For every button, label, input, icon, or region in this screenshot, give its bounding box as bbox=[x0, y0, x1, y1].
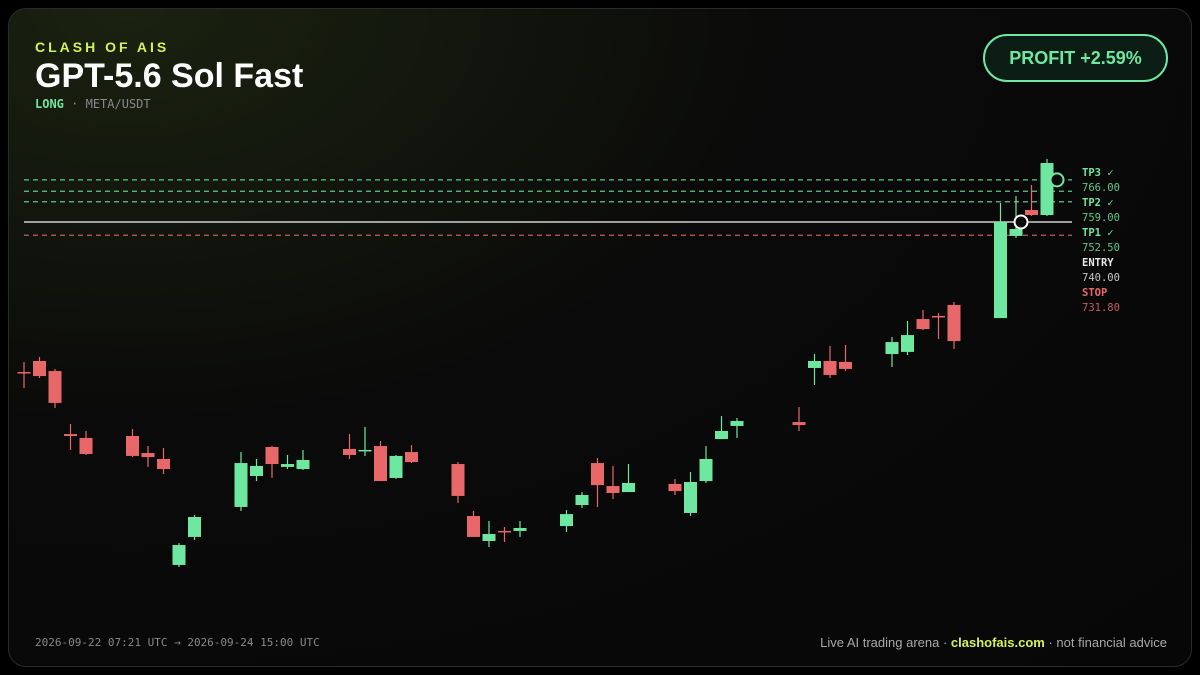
title: GPT-5.6 Sol Fast bbox=[35, 57, 304, 95]
candle-body bbox=[730, 420, 744, 426]
candle-body bbox=[17, 372, 31, 374]
candle-body bbox=[48, 371, 62, 403]
candle-body bbox=[839, 361, 852, 369]
candle-body bbox=[575, 494, 589, 506]
candle-body bbox=[823, 360, 837, 375]
footer-note: Live AI trading arena · clashofais.com ·… bbox=[820, 635, 1167, 650]
candle-body bbox=[482, 534, 496, 541]
footer-left: Live AI trading arena · bbox=[820, 635, 948, 650]
candle-body bbox=[513, 528, 527, 531]
candle-body bbox=[668, 483, 682, 492]
candle-body bbox=[126, 436, 139, 456]
candle-body bbox=[560, 514, 573, 527]
candle-body bbox=[467, 516, 480, 537]
separator: · bbox=[71, 97, 79, 111]
level-name: ENTRY bbox=[1082, 257, 1114, 269]
candle-body bbox=[389, 455, 403, 478]
level-value: 759.00 bbox=[1082, 212, 1120, 224]
candle-body bbox=[250, 465, 263, 477]
candle-body bbox=[172, 545, 186, 565]
candle-body bbox=[622, 482, 635, 493]
candle-body bbox=[405, 452, 418, 463]
candle-body bbox=[606, 486, 620, 494]
candle-body bbox=[994, 222, 1007, 319]
brand: CLASH OF AIS bbox=[35, 39, 170, 55]
card: CLASH OF AIS GPT-5.6 Sol Fast LONG · MET… bbox=[8, 8, 1192, 667]
level-value: 731.80 bbox=[1082, 302, 1120, 314]
side: LONG bbox=[35, 97, 64, 111]
candle-body bbox=[33, 360, 46, 377]
candle-body bbox=[234, 463, 248, 507]
candle-body bbox=[358, 449, 372, 452]
candle-body bbox=[281, 464, 294, 467]
candle-body bbox=[916, 319, 930, 330]
candle-body bbox=[1025, 210, 1038, 216]
level-name: STOP bbox=[1082, 287, 1107, 299]
level-value: 766.00 bbox=[1082, 182, 1120, 194]
footer-right: · not financial advice bbox=[1048, 635, 1167, 650]
time-range: 2026-09-22 07:21 UTC → 2026-09-24 15:00 … bbox=[35, 636, 320, 649]
candle-body bbox=[265, 447, 279, 465]
candle-body bbox=[188, 517, 201, 537]
candle-body bbox=[808, 360, 821, 368]
candle-body bbox=[64, 434, 77, 437]
candle-body bbox=[792, 422, 806, 425]
site-link[interactable]: clashofais.com bbox=[950, 635, 1045, 650]
candle-body bbox=[591, 463, 604, 486]
candle-body bbox=[451, 464, 465, 496]
level-name: TP1 ✓ bbox=[1082, 227, 1114, 239]
candle-body bbox=[79, 437, 93, 454]
candle-body bbox=[374, 446, 387, 482]
profit-badge: PROFIT +2.59% bbox=[983, 34, 1168, 82]
candle-body bbox=[157, 459, 170, 470]
candle-body bbox=[684, 482, 697, 513]
subtitle: LONG · META/USDT bbox=[35, 97, 151, 111]
entry-marker bbox=[1013, 214, 1029, 230]
candle-body bbox=[885, 342, 899, 355]
candle-body bbox=[1009, 228, 1023, 236]
level-value: 740.00 bbox=[1082, 272, 1120, 284]
candle-body bbox=[699, 459, 713, 482]
candle-body bbox=[1040, 163, 1054, 216]
candle-body bbox=[947, 304, 961, 342]
level-name: TP2 ✓ bbox=[1082, 197, 1114, 209]
candle-body bbox=[498, 530, 511, 533]
exit-marker bbox=[1049, 172, 1065, 188]
level-name: TP3 ✓ bbox=[1082, 167, 1114, 179]
candle-body bbox=[343, 448, 356, 455]
candle-body bbox=[141, 453, 155, 458]
candle-body bbox=[296, 459, 310, 470]
candle-body bbox=[715, 430, 728, 440]
candle-body bbox=[932, 315, 945, 318]
candle-body bbox=[901, 335, 914, 352]
pair: META/USDT bbox=[85, 97, 151, 111]
level-value: 752.50 bbox=[1082, 242, 1120, 254]
